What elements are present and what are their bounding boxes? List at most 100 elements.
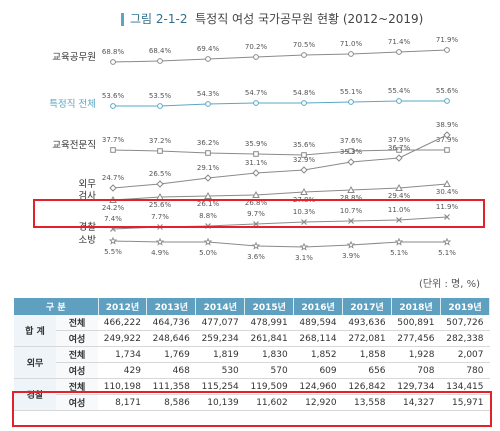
series-point-6-1 xyxy=(155,237,165,246)
series-point-5-5 xyxy=(348,218,354,224)
table-header-year: 2012년 xyxy=(98,298,148,315)
figure-number: 그림 2-1-2 xyxy=(130,12,188,26)
series-point-5-4 xyxy=(301,219,307,225)
series-point-3-3 xyxy=(252,169,260,177)
table-cell: 507,726 xyxy=(440,315,490,331)
data-label-5-7: 11.9% xyxy=(436,203,459,211)
table-cell: 8,586 xyxy=(146,394,196,411)
table-header-year: 2016년 xyxy=(293,298,344,315)
data-label-1-6: 55.4% xyxy=(388,87,411,95)
series-line-3 xyxy=(112,134,448,189)
series-point-4-6 xyxy=(395,183,403,191)
table-cell: 282,338 xyxy=(440,330,490,347)
table-cell: 493,636 xyxy=(342,315,392,331)
table-cell: 277,456 xyxy=(391,330,441,347)
table-cell: 134,415 xyxy=(440,378,490,395)
series-point-4-5 xyxy=(347,185,355,193)
series-point-1-7 xyxy=(444,98,450,104)
series-point-1-5 xyxy=(348,99,354,105)
data-label-1-2: 54.3% xyxy=(197,90,220,98)
data-label-0-5: 71.0% xyxy=(340,40,363,48)
table-cell: 780 xyxy=(440,362,490,379)
table-cell: 464,736 xyxy=(146,315,196,331)
series-point-6-3 xyxy=(251,241,261,250)
series-point-6-6 xyxy=(394,237,404,246)
table-cell: 466,222 xyxy=(98,315,147,331)
series-name-1: 특정직 전체 xyxy=(49,99,96,110)
series-line-1 xyxy=(113,100,447,107)
series-point-2-5 xyxy=(348,148,354,154)
data-label-4-5: 28.8% xyxy=(340,194,363,202)
table-row-label: 전체 xyxy=(56,346,99,363)
data-label-3-3: 31.1% xyxy=(245,159,268,167)
table-cell: 15,971 xyxy=(440,394,490,411)
series-point-1-4 xyxy=(301,100,307,106)
series-point-4-2 xyxy=(204,191,212,199)
table-cell: 124,960 xyxy=(293,378,343,395)
table-cell: 477,077 xyxy=(195,315,245,331)
table-header-year: 2015년 xyxy=(244,298,295,315)
data-table: 구 분 2012년 2013년 2014년 2015년 2016년 2017년 2018년 2… xyxy=(14,298,491,411)
series-point-3-1 xyxy=(156,180,164,188)
series-point-2-0 xyxy=(110,147,116,153)
figure-title-text: 특정직 여성 국가공무원 현황 (2012~2019) xyxy=(195,12,424,26)
data-label-3-7: 38.9% xyxy=(436,121,459,129)
data-label-3-1: 26.5% xyxy=(149,170,172,178)
series-line-6 xyxy=(112,240,447,248)
series-point-1-6 xyxy=(396,98,402,104)
series-point-3-4 xyxy=(300,166,308,174)
table-row: 여성 249,922 248,646 259,234 261,841 268,114 272… xyxy=(14,330,490,347)
table-cell: 468 xyxy=(146,362,196,379)
data-label-2-1: 37.2% xyxy=(149,137,172,145)
series-point-0-0 xyxy=(110,59,116,65)
data-label-0-6: 71.4% xyxy=(388,38,411,46)
data-label-0-3: 70.2% xyxy=(245,43,268,51)
series-point-3-5 xyxy=(347,158,355,166)
table-cell: 570 xyxy=(244,362,294,379)
table-row: 경찰 전체 110,198 111,358 115,254 119,509 124,960 1… xyxy=(14,378,490,411)
data-label-0-2: 69.4% xyxy=(197,45,220,53)
series-name-4: 검사 xyxy=(79,190,97,202)
data-label-2-3: 35.9% xyxy=(245,140,268,148)
data-label-2-7: 37.9% xyxy=(436,136,459,144)
series-point-0-2 xyxy=(205,56,211,62)
table-header-year: 2017년 xyxy=(342,298,393,315)
table-cell: 1,852 xyxy=(293,346,343,363)
series-point-4-4 xyxy=(300,187,308,195)
table-cell: 1,819 xyxy=(195,346,245,363)
data-label-4-3: 26.8% xyxy=(245,199,268,207)
table-cell: 12,920 xyxy=(293,394,343,411)
table-cell: 10,139 xyxy=(195,394,245,411)
table-header-year: 2019년 xyxy=(440,298,491,315)
series-point-2-1 xyxy=(157,148,163,154)
series-point-2-7 xyxy=(444,147,450,153)
data-label-4-4: 27.8% xyxy=(293,196,316,204)
series-point-4-7 xyxy=(443,179,451,187)
table-cell: 530 xyxy=(195,362,245,379)
series-point-0-5 xyxy=(348,51,354,57)
table-cell: 13,558 xyxy=(342,394,392,411)
table-group-label: 합 계 xyxy=(14,315,56,347)
data-label-2-5: 37.6% xyxy=(340,137,363,145)
table-header-year: 2014년 xyxy=(195,298,246,315)
data-label-1-3: 54.7% xyxy=(245,89,268,97)
table-cell: 14,327 xyxy=(391,394,441,411)
table-row-label: 전체 xyxy=(56,378,99,395)
series-point-1-3 xyxy=(253,100,259,106)
data-label-6-3: 3.6% xyxy=(247,253,265,261)
table-cell: 110,198 xyxy=(98,378,147,395)
table-cell: 115,254 xyxy=(195,378,245,395)
series-point-3-0 xyxy=(109,184,117,192)
table-cell: 708 xyxy=(391,362,441,379)
data-label-6-5: 3.9% xyxy=(342,252,360,260)
data-label-2-2: 36.2% xyxy=(197,139,220,147)
data-label-1-5: 55.1% xyxy=(340,88,363,96)
table-cell: 656 xyxy=(342,362,392,379)
data-label-4-2: 26.1% xyxy=(197,200,220,208)
series-point-1-0 xyxy=(110,103,116,109)
series-name-2: 교육전문직 xyxy=(52,140,96,151)
table-cell: 259,234 xyxy=(195,330,245,347)
table-cell: 249,922 xyxy=(98,330,147,347)
table-header-category: 구 분 xyxy=(14,298,99,315)
table-cell: 1,734 xyxy=(98,346,147,363)
